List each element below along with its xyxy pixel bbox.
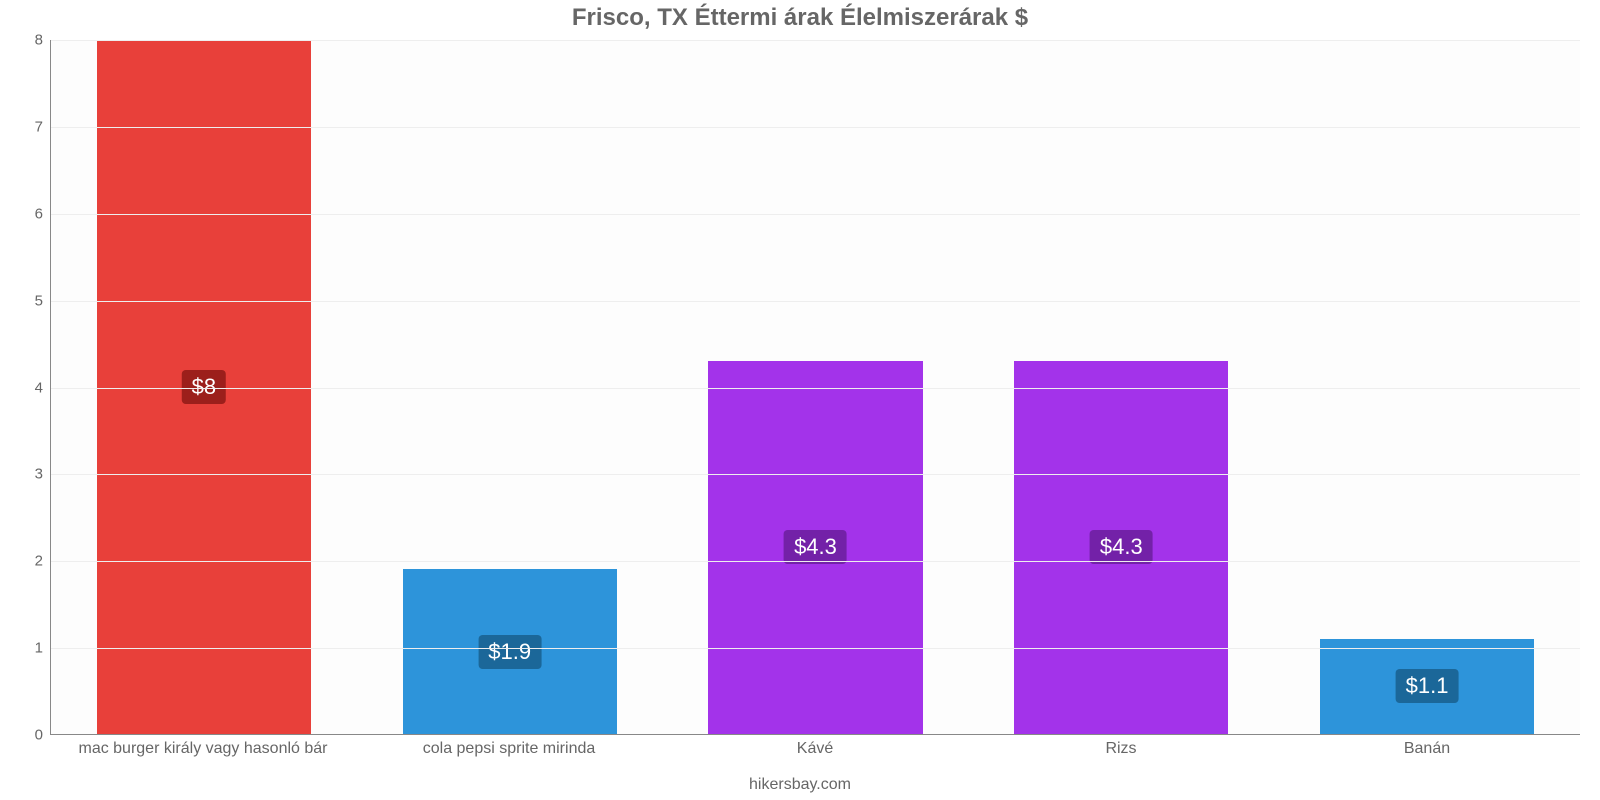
value-badge: $4.3	[1090, 530, 1153, 564]
y-tick-label: 1	[35, 640, 43, 657]
value-badge: $1.9	[478, 635, 541, 669]
x-tick-label: mac burger király vagy hasonló bár	[50, 740, 356, 758]
x-tick-label: Rizs	[968, 740, 1274, 758]
y-tick-label: 2	[35, 553, 43, 570]
y-tick-label: 0	[35, 727, 43, 744]
price-bar-chart: Frisco, TX Éttermi árak Élelmiszerárak $…	[0, 0, 1600, 800]
chart-footer: hikersbay.com	[0, 776, 1600, 794]
chart-title: Frisco, TX Éttermi árak Élelmiszerárak $	[0, 4, 1600, 32]
y-tick-label: 3	[35, 466, 43, 483]
gridline	[51, 127, 1580, 128]
bar: $1.9	[403, 569, 617, 734]
plot-area: $8$1.9$4.3$4.3$1.1 012345678	[50, 40, 1580, 735]
gridline	[51, 474, 1580, 475]
gridline	[51, 648, 1580, 649]
x-tick-label: Banán	[1274, 740, 1580, 758]
bar: $4.3	[1014, 361, 1228, 734]
x-tick-label: cola pepsi sprite mirinda	[356, 740, 662, 758]
y-tick-label: 5	[35, 292, 43, 309]
value-badge: $4.3	[784, 530, 847, 564]
gridline	[51, 561, 1580, 562]
x-axis-labels: mac burger király vagy hasonló bárcola p…	[50, 740, 1580, 758]
y-tick-label: 7	[35, 118, 43, 135]
y-tick-label: 4	[35, 379, 43, 396]
value-badge: $1.1	[1396, 669, 1459, 703]
bar: $1.1	[1320, 639, 1534, 734]
gridline	[51, 40, 1580, 41]
gridline	[51, 388, 1580, 389]
gridline	[51, 301, 1580, 302]
x-tick-label: Kávé	[662, 740, 968, 758]
bar: $4.3	[708, 361, 922, 734]
y-tick-label: 6	[35, 205, 43, 222]
gridline	[51, 214, 1580, 215]
y-tick-label: 8	[35, 32, 43, 49]
